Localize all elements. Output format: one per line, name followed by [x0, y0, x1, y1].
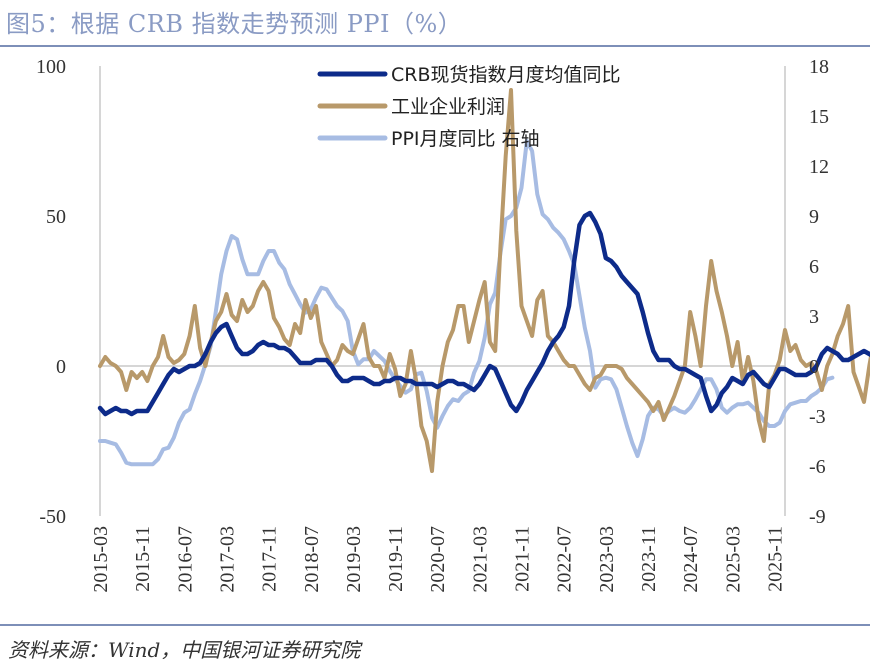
- series-line-2: [98, 88, 870, 473]
- chart-title: 图5：根据 CRB 指数走势预测 PPI（%）: [6, 10, 463, 38]
- x-tick-label: 2015-03: [90, 526, 112, 593]
- footer-rule: [0, 624, 870, 626]
- x-tick-label: 2025-11: [764, 526, 786, 592]
- x-tick-label: 2023-11: [638, 526, 660, 592]
- series-line-3: [98, 139, 835, 467]
- series-line-1: [97, 210, 870, 417]
- x-tick-label: 2016-07: [174, 526, 196, 593]
- x-tick-label: 2015-11: [132, 526, 154, 592]
- right-tick-label: 12: [809, 156, 829, 178]
- legend-label-3: PPI月度同比 右轴: [391, 128, 540, 150]
- right-tick-label: 0: [809, 356, 819, 378]
- left-tick-label: 50: [46, 206, 66, 228]
- x-tick-label: 2017-03: [216, 526, 238, 593]
- x-tick-label: 2023-03: [596, 526, 618, 593]
- right-tick-label: 9: [809, 206, 819, 228]
- x-tick-label: 2017-11: [259, 526, 281, 592]
- right-tick-label: -6: [809, 456, 826, 478]
- x-tick-label: 2022-07: [554, 526, 576, 593]
- x-tick-label: 2025-03: [722, 526, 744, 593]
- left-tick-label: -50: [39, 506, 66, 528]
- right-tick-label: 18: [809, 56, 829, 78]
- tick-labels: -50 0 50 100 -9 -6 -3 0 3 6 9 12 15 18 2015-03 2015-11 2…: [36, 56, 829, 593]
- x-tick-label: 2021-03: [469, 526, 491, 593]
- right-tick-label: -3: [809, 406, 826, 428]
- title-rule: [0, 45, 870, 47]
- right-tick-label: -9: [809, 506, 826, 528]
- legend-label-1: CRB现货指数月度均值同比: [391, 64, 621, 86]
- x-tick-label: 2018-07: [301, 526, 323, 593]
- x-tick-label: 2024-07: [680, 526, 702, 593]
- legend-label-2: 工业企业利润: [391, 96, 505, 118]
- left-tick-label: 100: [36, 56, 66, 78]
- source-note: 资料来源：Wind，中国银河证券研究院: [8, 638, 361, 662]
- chart-svg: -50 0 50 100 -9 -6 -3 0 3 6 9 12 15 18 2015-03 2015-11 2…: [36, 56, 870, 593]
- x-tick-label: 2019-11: [385, 526, 407, 592]
- series-lines: [97, 88, 870, 473]
- x-tick-label: 2021-11: [512, 526, 534, 592]
- right-tick-label: 15: [809, 106, 829, 128]
- right-tick-label: 6: [809, 256, 819, 278]
- x-tick-label: 2019-03: [343, 526, 365, 593]
- x-tick-label: 2020-07: [427, 526, 449, 593]
- right-tick-label: 3: [809, 306, 819, 328]
- left-tick-label: 0: [56, 356, 66, 378]
